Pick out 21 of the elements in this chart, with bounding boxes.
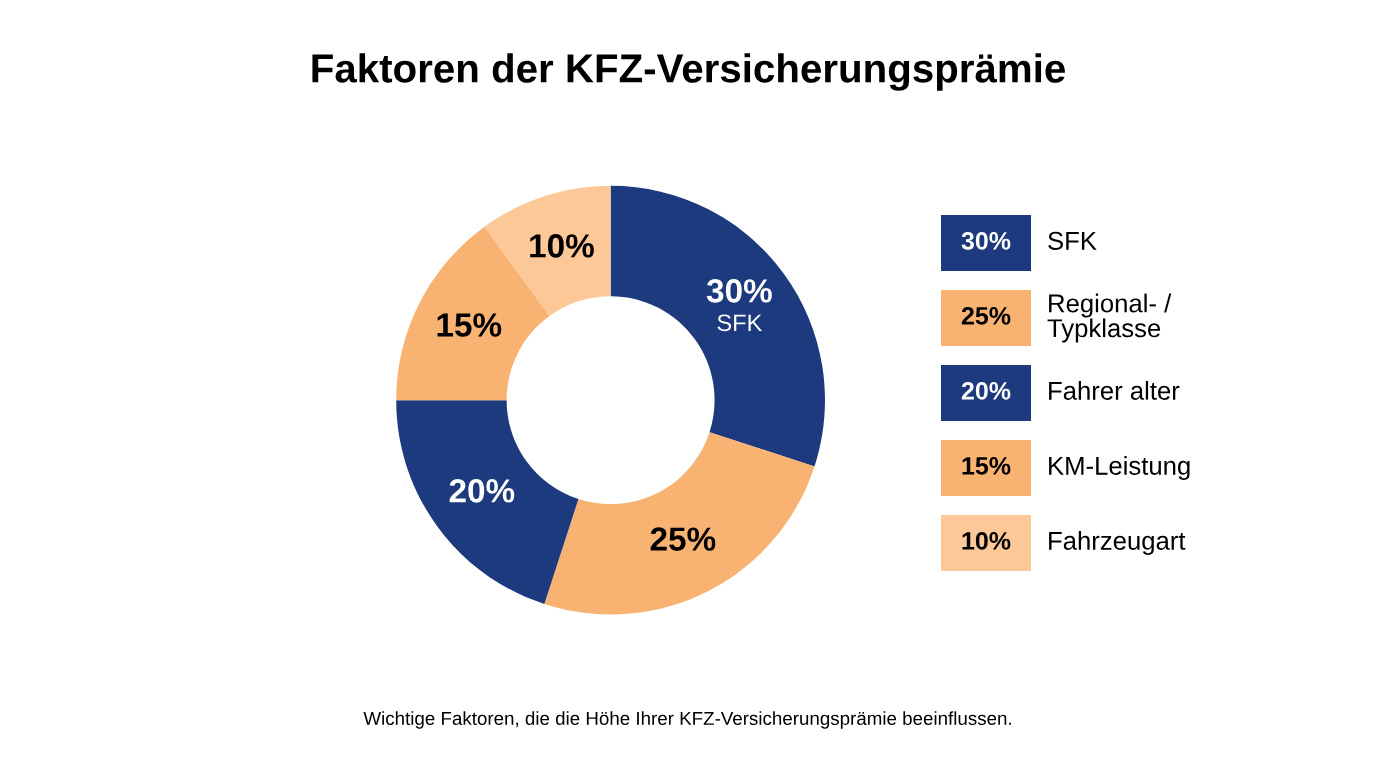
slice-label: SFK	[717, 314, 763, 332]
text: 30%	[961, 232, 1011, 250]
text: 10%	[962, 532, 1011, 550]
data-label: 25%	[650, 527, 716, 551]
text: 25%	[961, 307, 1011, 325]
donut-slice	[610, 185, 825, 467]
data-label: 15%	[437, 313, 502, 337]
data-label: 20%	[449, 479, 515, 503]
text: 20%	[961, 382, 1011, 400]
text: Wichtige Faktoren, die die Höhe Ihrer KFZ-Versicherungsprämie beeinflussen.	[363, 711, 1011, 729]
donut-slice	[396, 400, 579, 605]
legend-label: Fahrer alter	[1049, 381, 1180, 400]
data-label: 10%	[530, 234, 594, 258]
donut-slice	[544, 432, 815, 615]
legend-label: SFK	[1048, 231, 1097, 250]
legend-label: KM-Leistung	[1049, 456, 1190, 480]
chart-title: Faktoren der KFZ-Versicherungsprämie	[312, 53, 1065, 91]
legend-label: Fahrzeugart	[1049, 531, 1186, 555]
legend-label: Regional- / Typklasse	[1047, 293, 1172, 343]
data-label: 30%	[706, 279, 772, 303]
text: 15%	[962, 457, 1011, 475]
